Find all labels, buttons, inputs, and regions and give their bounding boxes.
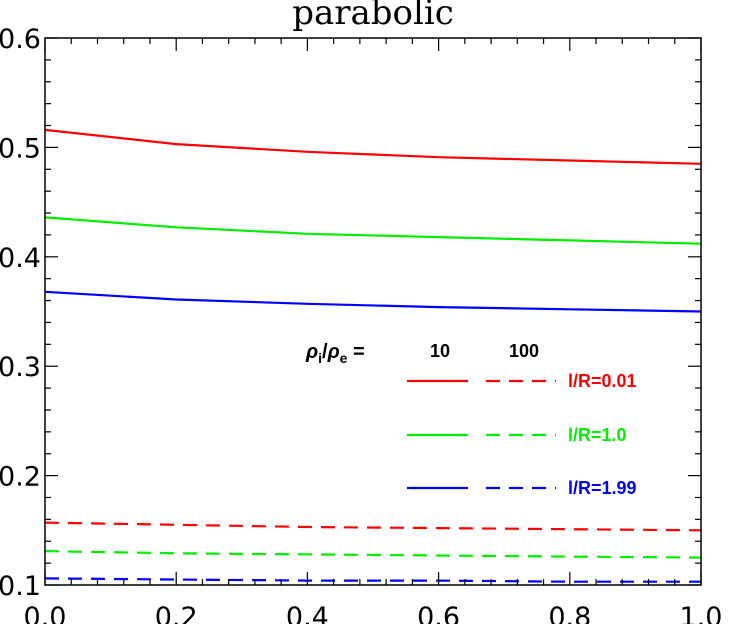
x-tick-label: 0.0 xyxy=(24,602,67,624)
series-line-2 xyxy=(44,216,702,245)
y-tick-label: 0.4 xyxy=(0,243,41,274)
x-tick-label: 0.4 xyxy=(286,602,329,624)
y-tick-label: 0.3 xyxy=(0,352,41,383)
y-tick-label: 0.1 xyxy=(0,571,41,602)
legend-label: l/R=1.0 xyxy=(568,425,627,445)
legend-header: ρi/ρe = xyxy=(305,341,365,366)
ticks-layer: 0.0 0.2 0.4 0.6 0.8 1.0 0.1 0.2 0.3 0.4 0.5 0.6 xyxy=(0,24,722,624)
y-tick-label: 0.6 xyxy=(0,24,41,55)
x-tick-label: 0.2 xyxy=(155,602,198,624)
x-tick-label: 0.6 xyxy=(417,602,460,624)
legend-label: l/R=0.01 xyxy=(568,371,637,391)
y-tick-label: 0.2 xyxy=(0,462,41,493)
x-tick-label: 0.8 xyxy=(548,602,591,624)
y-tick-label: 0.5 xyxy=(0,133,41,164)
legend-col-dashed: 100 xyxy=(509,341,539,361)
legend-col-solid: 10 xyxy=(430,341,450,361)
series-line-5 xyxy=(44,550,702,559)
plot-frame xyxy=(44,37,702,586)
series-line-6 xyxy=(44,577,701,583)
chart-title: parabolic xyxy=(292,0,454,33)
legend-label: l/R=1.99 xyxy=(568,478,637,498)
x-tick-label: 1.0 xyxy=(680,602,723,624)
legend: ρi/ρe = 10 100 l/R=0.01 l/R=1.0 l/R=1.99 xyxy=(305,341,637,498)
series-line-1 xyxy=(44,128,702,165)
series-line-4 xyxy=(44,521,702,532)
series-line-3 xyxy=(44,290,702,313)
series-layer xyxy=(44,128,702,583)
